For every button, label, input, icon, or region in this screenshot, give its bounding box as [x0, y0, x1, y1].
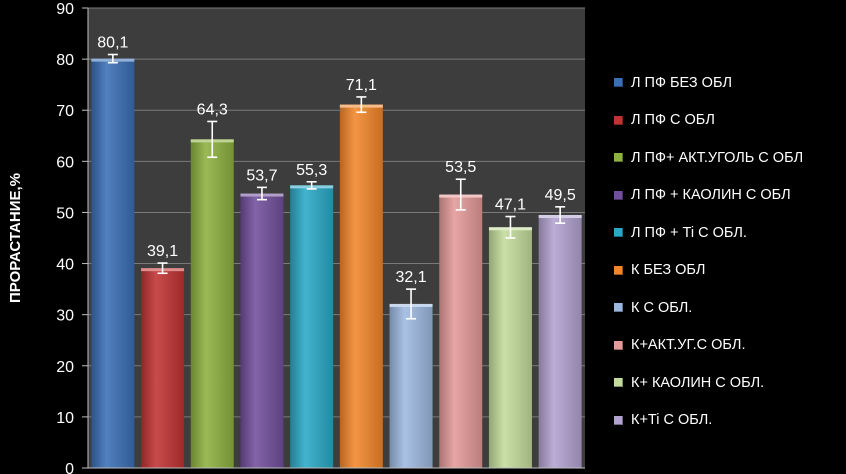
legend-item: Л ПФ + Ti С ОБЛ.	[614, 214, 846, 252]
legend-label: К С ОБЛ.	[631, 299, 693, 316]
legend-label: Л ПФ+ АКТ.УГОЛЬ С ОБЛ	[631, 149, 804, 166]
data-label: 53,7	[246, 167, 277, 184]
y-axis-ticks: 0 10 20 30 40 50 60 70 80 90	[56, 1, 88, 474]
bar	[190, 139, 234, 468]
y-tick-label: 90	[56, 1, 74, 18]
legend-item: Л ПФ С ОБЛ	[614, 102, 846, 140]
data-label: 39,1	[147, 243, 178, 260]
legend-swatch	[614, 115, 623, 125]
legend-swatch	[614, 415, 623, 425]
y-tick-label: 10	[56, 410, 74, 427]
bar	[389, 303, 433, 468]
bar	[240, 193, 284, 469]
legend-item: Л ПФ + КАОЛИН С ОБЛ	[614, 177, 846, 215]
legend-swatch	[614, 303, 623, 313]
bar	[488, 227, 532, 468]
legend-item: К+Ti С ОБЛ.	[614, 402, 846, 440]
legend-item: К+ КАОЛИН С ОБЛ.	[614, 364, 846, 402]
legend: Л ПФ БЕЗ ОБЛ Л ПФ С ОБЛ Л ПФ+ АКТ.УГОЛЬ С …	[614, 64, 846, 439]
legend-swatch	[614, 378, 623, 388]
legend-label: К БЕЗ ОБЛ	[631, 262, 706, 279]
y-tick-label: 50	[56, 205, 74, 222]
legend-label: К+ КАОЛИН С ОБЛ.	[631, 374, 765, 391]
legend-label: К+Ti С ОБЛ.	[631, 412, 713, 429]
y-tick-label: 30	[56, 308, 74, 325]
data-label: 64,3	[197, 101, 228, 118]
legend-item: К БЕЗ ОБЛ	[614, 252, 846, 290]
legend-swatch	[614, 190, 623, 200]
data-label: 49,5	[545, 187, 576, 204]
data-label: 53,5	[445, 159, 476, 176]
data-label: 71,1	[346, 77, 377, 94]
y-tick-label: 70	[56, 103, 74, 120]
legend-item: Л ПФ+ АКТ.УГОЛЬ С ОБЛ	[614, 139, 846, 177]
y-tick-label: 0	[65, 461, 74, 474]
legend-swatch	[614, 78, 623, 88]
legend-label: К+АКТ.УГ.С ОБЛ.	[631, 337, 746, 354]
legend-item: Л ПФ БЕЗ ОБЛ	[614, 64, 846, 102]
legend-label: Л ПФ + Ti С ОБЛ.	[631, 224, 747, 241]
legend-item: К+АКТ.УГ.С ОБЛ.	[614, 327, 846, 365]
data-label: 47,1	[495, 197, 526, 214]
legend-swatch	[614, 153, 623, 163]
y-axis-title: ПРОРАСТАНИЕ,%	[7, 173, 24, 303]
y-tick-label: 40	[56, 257, 74, 274]
legend-label: Л ПФ БЕЗ ОБЛ	[631, 74, 732, 91]
bar	[439, 194, 483, 469]
legend-item: К С ОБЛ.	[614, 289, 846, 327]
y-tick-label: 60	[56, 154, 74, 171]
legend-label: Л ПФ С ОБЛ	[631, 112, 715, 129]
legend-swatch	[614, 265, 623, 275]
bar	[290, 185, 334, 468]
bar	[339, 104, 383, 468]
y-tick-label: 20	[56, 359, 74, 376]
bar	[538, 215, 582, 468]
legend-label: Л ПФ + КАОЛИН С ОБЛ	[631, 187, 791, 204]
legend-swatch	[614, 228, 623, 238]
error-bars	[107, 53, 566, 320]
bar	[91, 58, 135, 468]
data-labels: 80,1 39,1 64,3 53,7 55,3 71,1 32,1 53,5 47,1 49,5	[97, 35, 576, 287]
data-label: 80,1	[97, 35, 128, 52]
data-label: 32,1	[395, 269, 426, 286]
y-tick-label: 80	[56, 52, 74, 69]
bars	[91, 58, 582, 469]
legend-swatch	[614, 340, 623, 350]
bar	[141, 268, 185, 468]
data-label: 55,3	[296, 162, 327, 179]
